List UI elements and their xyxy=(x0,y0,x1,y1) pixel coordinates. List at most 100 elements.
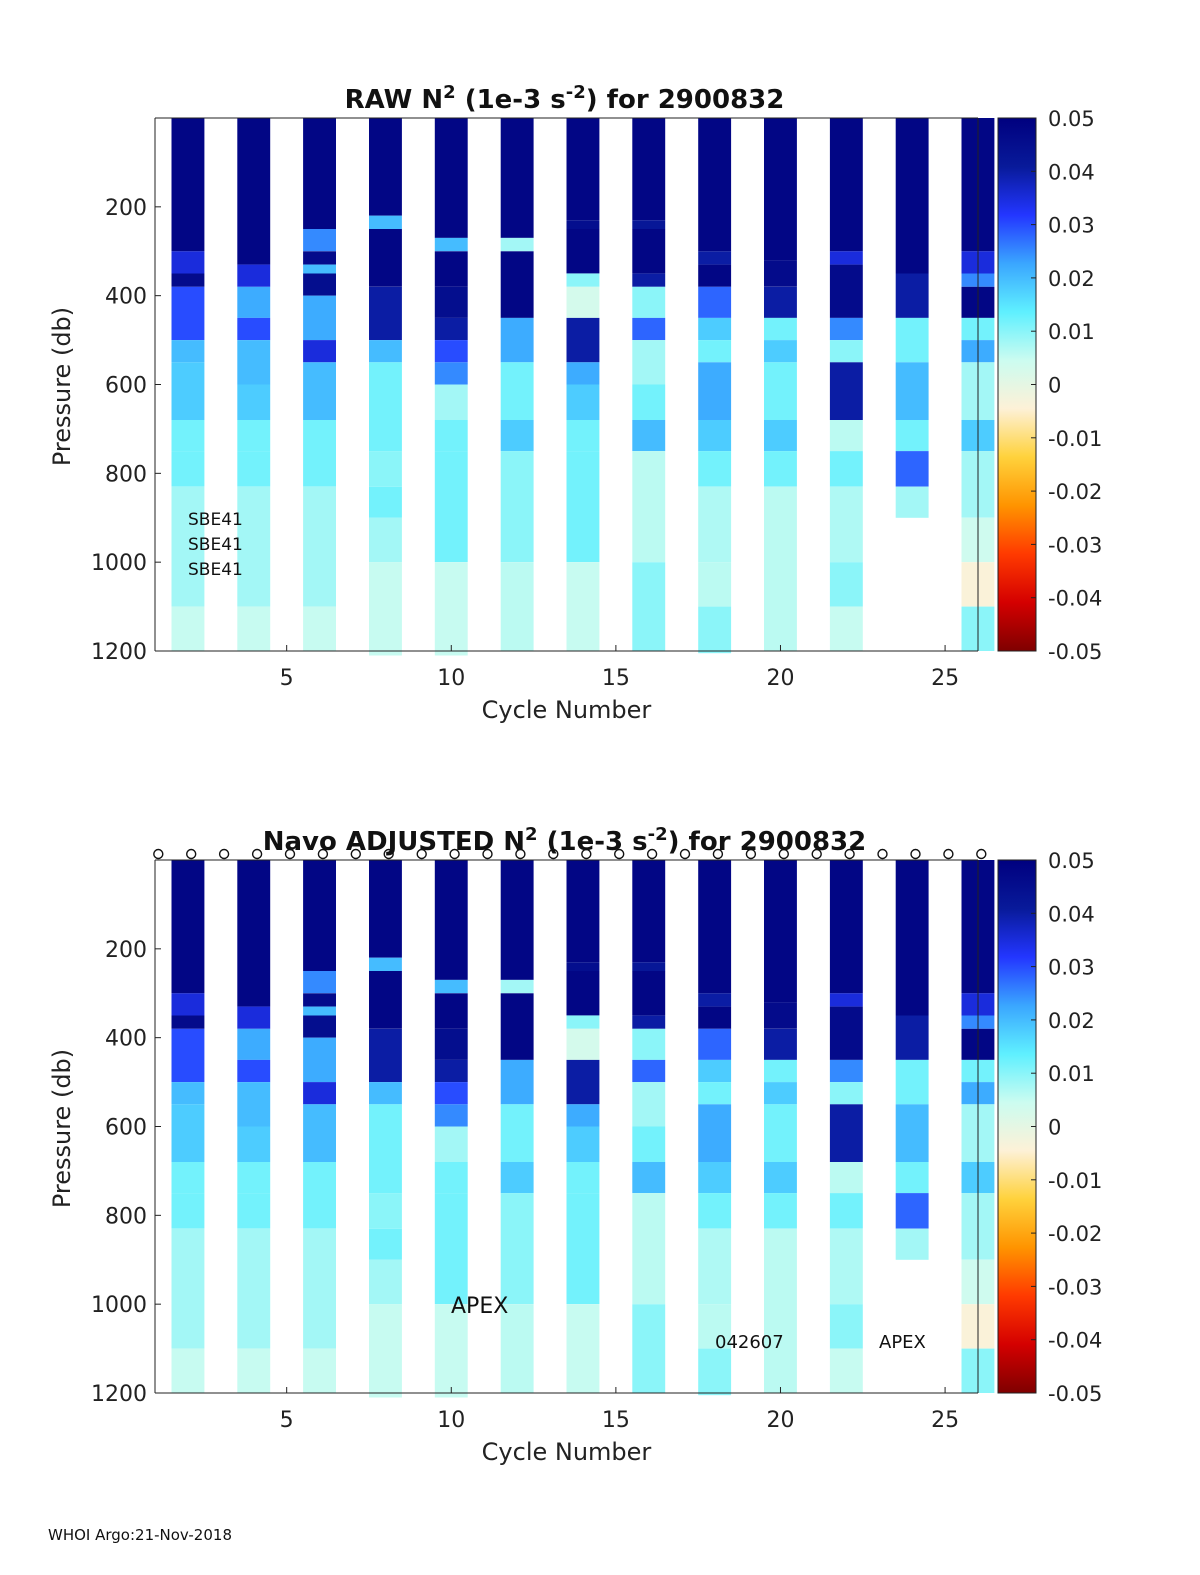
profile-column xyxy=(566,118,600,651)
cycle-marker xyxy=(185,848,197,860)
profile-segment xyxy=(632,562,666,651)
profile-segment xyxy=(829,420,863,452)
profile-segment xyxy=(764,860,797,1003)
profile-segment xyxy=(829,1228,863,1305)
profile-segment xyxy=(369,1228,402,1260)
profile-segment xyxy=(895,1015,929,1060)
profile-segment xyxy=(369,1104,402,1162)
profile-segment xyxy=(500,562,534,651)
cycle-marker xyxy=(482,848,493,860)
profile-segment xyxy=(566,118,600,221)
profile-segment xyxy=(829,340,863,363)
cycle-marker xyxy=(251,848,263,860)
profile-segment xyxy=(237,264,271,287)
profile-segment xyxy=(171,1348,205,1393)
profile-segment xyxy=(566,1015,600,1029)
x-tick-label: 15 xyxy=(602,1408,630,1433)
profile-segment xyxy=(632,1126,666,1162)
profile-segment xyxy=(764,1082,797,1105)
colorbar-tick-label: 0.02 xyxy=(1048,267,1095,291)
profile-column xyxy=(829,860,863,1393)
profile-segment xyxy=(303,1082,336,1105)
profile-segment xyxy=(369,420,402,452)
cycle-marker xyxy=(646,848,658,860)
profile-segment xyxy=(303,229,336,252)
profile-segment xyxy=(829,993,863,1007)
profile-segment xyxy=(829,860,863,994)
profile-segment xyxy=(237,1126,271,1162)
profile-column xyxy=(434,860,468,1398)
y-tick-label: 1200 xyxy=(91,1382,147,1407)
profile-segment xyxy=(698,860,732,994)
profile-segment xyxy=(434,993,468,1029)
profile-segment xyxy=(369,229,402,287)
profile-segment xyxy=(434,362,468,385)
profile-segment xyxy=(829,1082,863,1105)
y-tick-label: 1200 xyxy=(91,640,147,665)
profile-segment xyxy=(237,1059,271,1083)
profile-column xyxy=(829,118,863,651)
profile-segment xyxy=(500,979,534,994)
profile-segment xyxy=(632,384,666,420)
profile-segment xyxy=(171,273,205,287)
cycle-marker xyxy=(383,848,394,860)
profile-segment xyxy=(237,340,271,385)
profile-segment xyxy=(698,486,732,563)
profile-segment xyxy=(171,1028,205,1083)
cycle-marker xyxy=(679,848,691,860)
profile-segment xyxy=(764,1104,797,1162)
profile-segment xyxy=(369,286,402,341)
profile-segment xyxy=(895,420,929,452)
profile-segment xyxy=(566,1059,600,1105)
colorbar-scale xyxy=(997,117,1037,652)
chart-panel-2: Navo ADJUSTED N2 (1e-3 s-2) for 2900832 2… xyxy=(48,824,1102,1466)
profile-segment xyxy=(369,451,402,487)
profile-segment xyxy=(303,1015,336,1038)
cycle-marker xyxy=(153,848,164,860)
profile-segment xyxy=(434,860,468,980)
profile-segment xyxy=(698,251,732,265)
y-axis-label: Pressure (db) xyxy=(48,1049,76,1208)
profile-segment xyxy=(698,1006,732,1029)
profile-segment xyxy=(237,486,271,607)
colorbar-tick-label: 0.01 xyxy=(1048,1062,1095,1086)
x-axis-label: Cycle Number xyxy=(482,696,652,724)
profile-segment xyxy=(764,1228,797,1393)
profile-segment xyxy=(829,1304,863,1349)
profile-segment xyxy=(237,1162,271,1194)
colorbar-tick-label: 0.04 xyxy=(1048,160,1095,184)
profile-column xyxy=(369,860,402,1398)
profile-segment xyxy=(829,562,863,607)
profile-segment xyxy=(829,1193,863,1229)
profile-column xyxy=(500,860,534,1393)
profile-segment xyxy=(829,606,863,651)
y-tick-label: 1000 xyxy=(91,551,147,576)
annotation-label: APEX xyxy=(879,1332,926,1353)
profile-segment xyxy=(434,451,468,563)
y-tick-label: 600 xyxy=(105,374,147,399)
profile-segment xyxy=(303,264,336,274)
profile-segment xyxy=(237,286,271,318)
colorbar-tick-label: -0.03 xyxy=(1048,1275,1102,1299)
profile-segment xyxy=(369,1259,402,1305)
cycle-marker xyxy=(614,848,625,860)
profile-segment xyxy=(303,971,336,994)
profile-segment xyxy=(895,273,929,318)
profile-segment xyxy=(434,384,468,420)
profile-segment xyxy=(566,420,600,452)
profile-segment xyxy=(303,1006,336,1016)
profile-segment xyxy=(764,1059,797,1083)
x-tick-label: 15 xyxy=(602,666,630,691)
profile-segment xyxy=(829,486,863,563)
profile-segment xyxy=(698,1348,732,1396)
profile-segment xyxy=(698,340,732,363)
profile-segment xyxy=(237,1082,271,1127)
profile-segment xyxy=(632,340,666,385)
profile-segment xyxy=(895,486,929,518)
profile-segment xyxy=(764,420,797,452)
profile-segment xyxy=(829,251,863,265)
x-tick-label: 25 xyxy=(931,666,959,691)
profile-segment xyxy=(303,118,336,229)
cycle-marker xyxy=(910,848,921,860)
